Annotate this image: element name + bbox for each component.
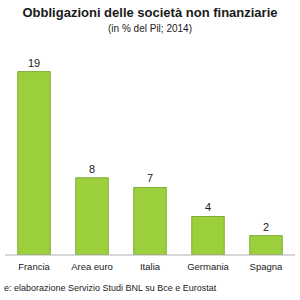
data-label: 19: [28, 57, 40, 69]
data-label: 4: [205, 201, 211, 213]
x-axis-line: [5, 255, 295, 256]
bar: [192, 216, 224, 255]
bar: [134, 187, 166, 255]
data-label: 7: [147, 172, 153, 184]
subtitle: (in % del Pil; 2014): [108, 23, 192, 34]
x-tick-label: Germania: [187, 261, 229, 272]
bar: [18, 72, 50, 255]
data-label: 2: [263, 221, 269, 233]
title: Obbligazioni delle società non finanziar…: [23, 5, 278, 20]
x-tick-label: Area euro: [71, 261, 113, 272]
bar: [76, 178, 108, 255]
chart-container: Obbligazioni delle società non finanziar…: [0, 0, 300, 300]
x-tick-label: Spagna: [250, 261, 283, 272]
bars: [18, 72, 282, 255]
data-label: 8: [89, 163, 95, 175]
x-tick-label: Francia: [18, 261, 50, 272]
bar: [250, 236, 282, 255]
source: e: elaborazione Servizio Studi BNL su Bc…: [4, 283, 217, 293]
x-tick-label: Italia: [140, 261, 161, 272]
chart-svg: Obbligazioni delle società non finanziar…: [0, 0, 300, 300]
